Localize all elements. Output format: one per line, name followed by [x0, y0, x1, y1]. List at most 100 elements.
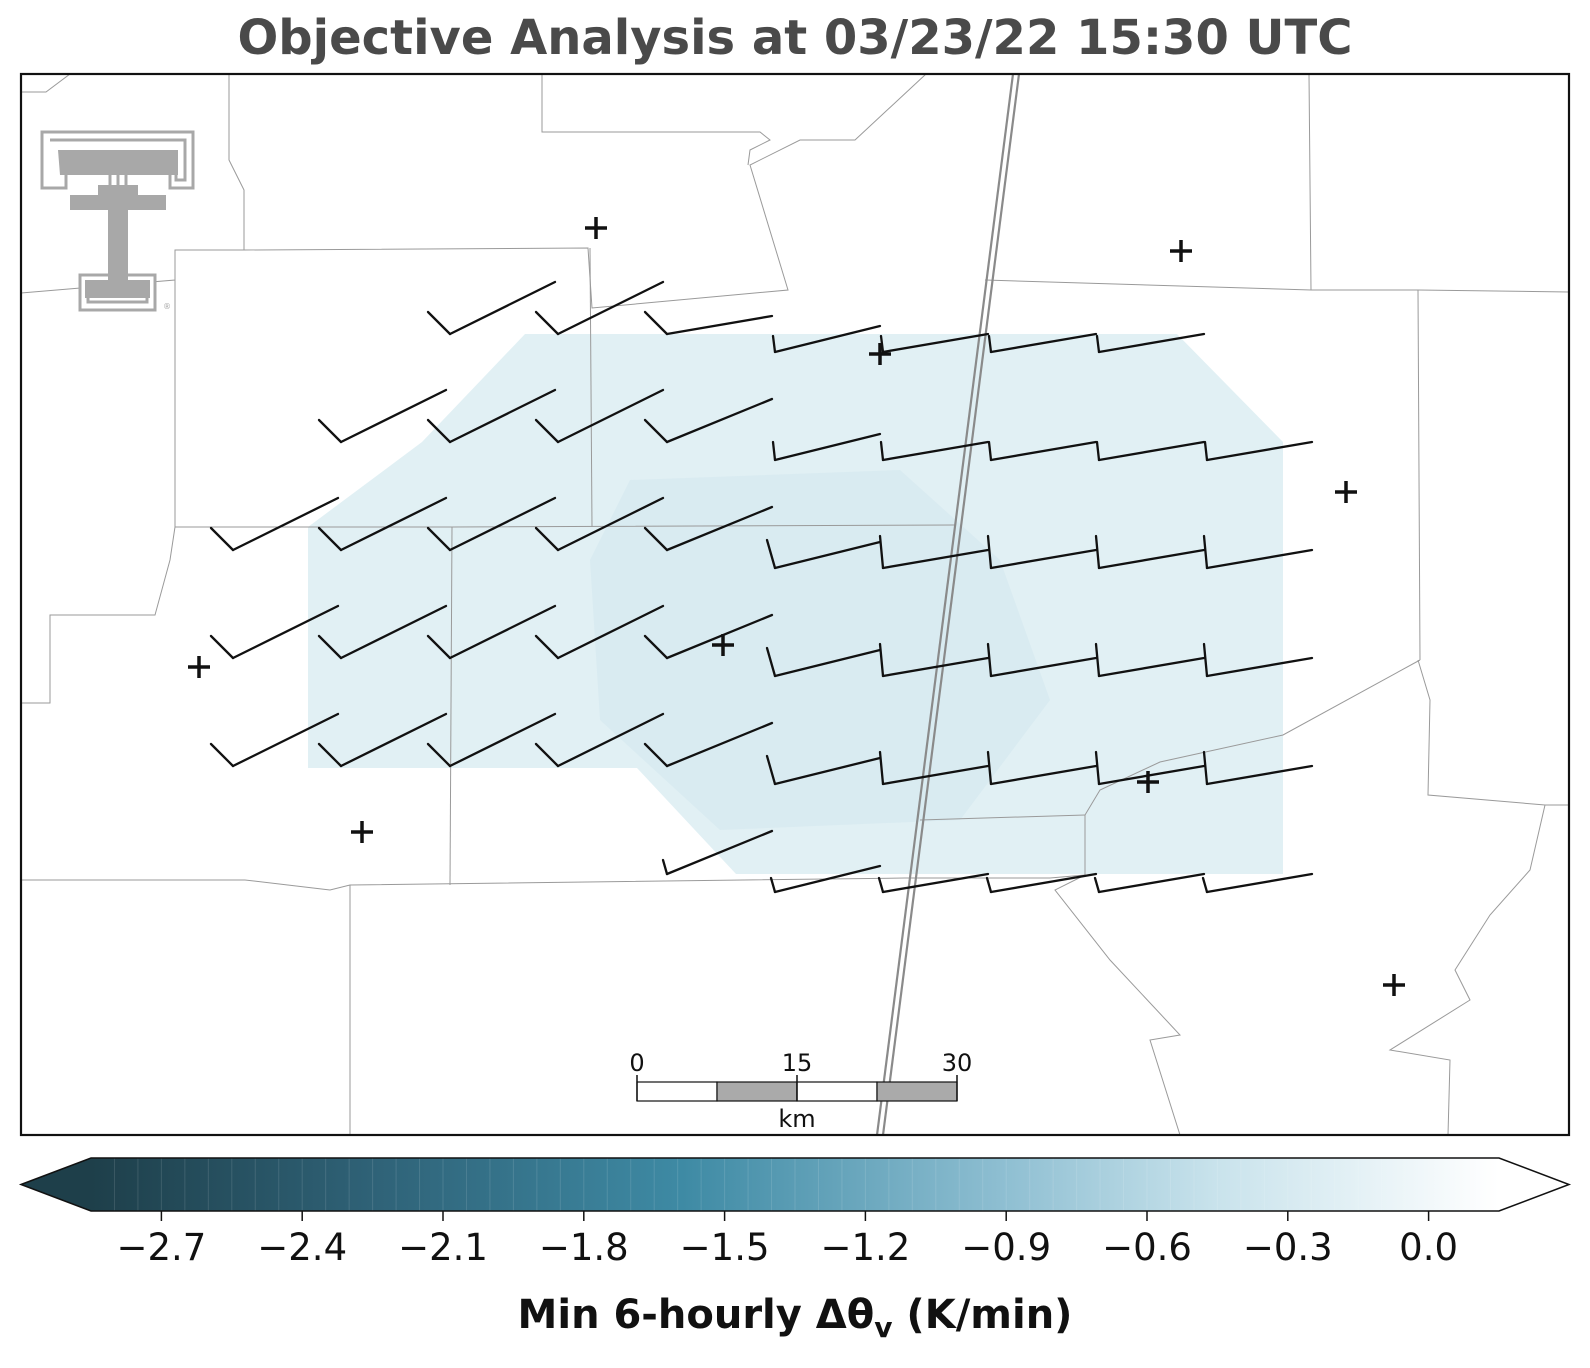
wind-barb-line — [339, 496, 448, 552]
wind-barb-line — [534, 310, 560, 336]
colorbar-label: Min 6-hourly Δθv (K/min) — [0, 1292, 1590, 1344]
wind-barb-line — [1095, 440, 1101, 462]
wind-barb-line — [1202, 534, 1209, 570]
wind-barb-line — [209, 634, 235, 660]
wind-barb-line — [665, 505, 774, 552]
wind-barb-line — [1205, 764, 1314, 786]
wind-barb-line — [771, 440, 777, 462]
wind-barb-line — [765, 754, 777, 786]
colorbar-tick-label: −2.4 — [257, 1226, 347, 1269]
wind-barb-line — [878, 750, 885, 786]
wind-barb-line — [448, 712, 557, 768]
wind-barb-line — [985, 876, 993, 894]
wind-barb-line — [448, 496, 557, 552]
wind-barb-line — [765, 646, 777, 678]
wind-barb-line — [665, 613, 774, 660]
map-panel: 0 15 30 km ® — [21, 74, 1569, 1135]
wind-barb-line — [534, 418, 560, 444]
wind-barb-line — [1205, 656, 1314, 678]
boundary-line — [875, 74, 1021, 1135]
wind-barb-line — [773, 432, 882, 462]
wind-barb-line — [1205, 872, 1314, 894]
wind-barb-line — [317, 526, 343, 552]
wind-barb-line — [881, 872, 990, 894]
wind-barb-line — [643, 634, 669, 660]
wind-barb-line — [448, 388, 557, 444]
wind-barb-line — [231, 604, 340, 660]
wind-barb-line — [317, 418, 343, 444]
wind-barb-line — [879, 334, 885, 354]
map-frame — [19, 72, 1571, 1137]
wind-barb-line — [1202, 642, 1209, 678]
wind-barb-line — [987, 334, 993, 354]
wind-barb-line — [426, 418, 452, 444]
logo-registered-mark: ® — [163, 302, 171, 311]
wind-barb-line — [989, 332, 1098, 354]
scale-label-15: 15 — [782, 1049, 813, 1077]
wind-barb-line — [881, 548, 990, 570]
wind-barb-line — [231, 712, 340, 768]
wind-barb-line — [534, 634, 560, 660]
wind-barb-line — [989, 764, 1098, 786]
colorbar-tick-label: −1.2 — [820, 1226, 910, 1269]
wind-barb-line — [771, 334, 777, 354]
wind-barb-line — [881, 764, 990, 786]
wind-barb-line — [534, 526, 560, 552]
scale-unit: km — [778, 1105, 815, 1133]
colorbar-ticks: −2.7 −2.4 −2.1 −1.8 −1.5 −1.2 −0.9 −0.6 −0.3 0.0 — [116, 1211, 1458, 1269]
wind-barb-line — [426, 742, 452, 768]
wind-barb-line — [986, 642, 993, 678]
wind-barb-line — [879, 440, 885, 462]
station-markers — [188, 217, 1405, 996]
colorbar-tick-label: −0.3 — [1243, 1226, 1333, 1269]
wind-barb-line — [773, 864, 882, 894]
wind-barb-line — [1094, 534, 1101, 570]
scale-label-0: 0 — [629, 1049, 644, 1077]
colorbar-tick-label: −2.7 — [116, 1226, 206, 1269]
colorbar-tick-label: −0.9 — [961, 1226, 1051, 1269]
wind-barb-line — [1097, 872, 1206, 894]
wind-barb-line — [556, 496, 665, 552]
wind-barb-line — [773, 324, 882, 354]
texas-tech-logo: ® — [40, 130, 195, 312]
scale-segment — [636, 1081, 718, 1102]
colorbar-extend-min — [21, 1158, 91, 1211]
wind-barb-line — [986, 534, 993, 570]
wind-barb-line — [317, 742, 343, 768]
colorbar: −2.7 −2.4 −2.1 −1.8 −1.5 −1.2 −0.9 −0.6 −0.3 0.0 — [18, 1157, 1572, 1269]
wind-barb-line — [878, 642, 885, 678]
wind-barb-line — [643, 742, 669, 768]
wind-barb-line — [989, 548, 1098, 570]
colorbar-tick-label: 0.0 — [1399, 1226, 1458, 1269]
wind-barb-line — [989, 656, 1098, 678]
wind-barb-line — [426, 634, 452, 660]
wind-barb-line — [773, 648, 882, 678]
wind-barb-line — [1094, 642, 1101, 678]
wind-barb-line — [1097, 548, 1206, 570]
wind-barb-line — [556, 712, 665, 768]
wind-barb-line — [989, 440, 1098, 462]
wind-barb-line — [1201, 876, 1209, 894]
wind-barb-line — [1097, 440, 1206, 462]
wind-barb-line — [317, 634, 343, 660]
wind-barb-line — [1205, 440, 1314, 462]
wind-barb-line — [665, 829, 774, 876]
wind-barb-line — [765, 538, 777, 570]
scale-bar: 0 15 30 km — [629, 1049, 972, 1133]
wind-barb-line — [339, 712, 448, 768]
county-borders — [21, 74, 1569, 1135]
colorbar-tick-label: −0.6 — [1102, 1226, 1192, 1269]
scale-segment — [716, 1081, 798, 1102]
colorbar-label-sub: v — [874, 1311, 893, 1344]
wind-barb-line — [987, 440, 993, 462]
wind-barb-line — [989, 872, 1098, 894]
wind-barb-line — [1095, 334, 1101, 354]
wind-barb-line — [773, 756, 882, 786]
colorbar-extend-max — [1499, 1158, 1569, 1211]
wind-barb-line — [1093, 876, 1101, 894]
colorbar-tick-label: −1.5 — [680, 1226, 770, 1269]
colorbar-body — [91, 1158, 1499, 1211]
wind-barb-line — [665, 721, 774, 768]
colorbar-label-units: (K/min) — [892, 1292, 1073, 1338]
